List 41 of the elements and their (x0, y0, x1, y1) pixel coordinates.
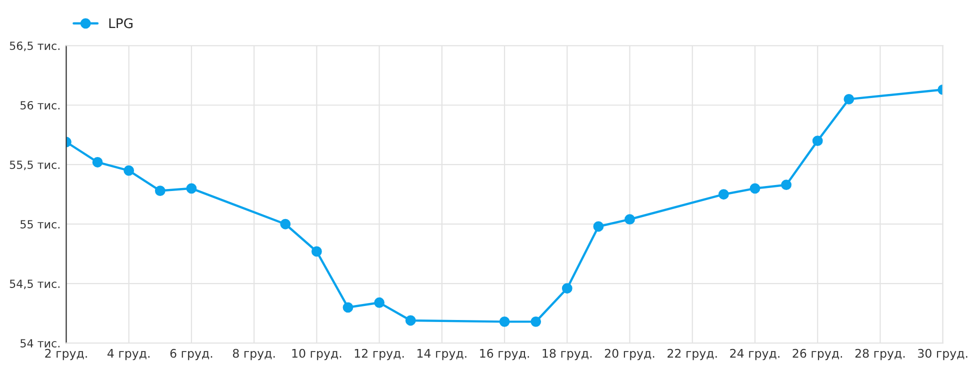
point (624, 214, 635, 225)
point (499, 316, 510, 327)
x-tick-label: 2 груд. (45, 348, 87, 360)
point (342, 302, 354, 313)
point (812, 136, 823, 146)
point (92, 157, 103, 168)
x-tick-label: 22 груд. (668, 348, 717, 360)
point (280, 218, 291, 230)
y-tick-label: 54,5 тис. (10, 280, 60, 290)
y-tick-label: 56 тис. (20, 101, 60, 110)
x-tick-label: 28 груд. (855, 348, 905, 360)
x-tick-label: 4 груд. (107, 349, 150, 360)
x-tick-label: 6 груд. (170, 348, 212, 360)
x-tick-label: 24 груд. (730, 348, 780, 360)
point (186, 183, 197, 194)
y-tick-label: 55,5 тис. (10, 160, 60, 170)
x-tick-label: 30 груд. (918, 348, 968, 360)
point (405, 315, 416, 326)
x-tick-label: 20 груд. (604, 348, 654, 360)
y-tick-label: 56,5 тис. (10, 42, 60, 52)
point (311, 246, 322, 257)
point (781, 180, 792, 190)
point (530, 316, 542, 327)
point (562, 283, 572, 294)
point (374, 297, 385, 308)
x-tick-label: 12 груд. (354, 348, 404, 360)
point (154, 186, 166, 196)
x-tick-label: 18 груд. (542, 348, 592, 360)
x-tick-label: 8 груд. (232, 348, 275, 360)
x-tick-label: 16 груд. (480, 348, 529, 360)
y-tick-label: 55 тис. (20, 220, 60, 228)
y-tick-label: 54 тис. (20, 339, 60, 348)
legend-label: LPG (109, 18, 132, 28)
point (750, 183, 760, 194)
x-tick-label: 26 груд. (792, 348, 842, 360)
x-tick-label: 10 груд. (292, 348, 342, 360)
point (593, 221, 604, 232)
point (844, 94, 854, 104)
point (124, 165, 134, 176)
x-tick-label: 14 груд. (418, 349, 466, 360)
point (718, 189, 729, 200)
